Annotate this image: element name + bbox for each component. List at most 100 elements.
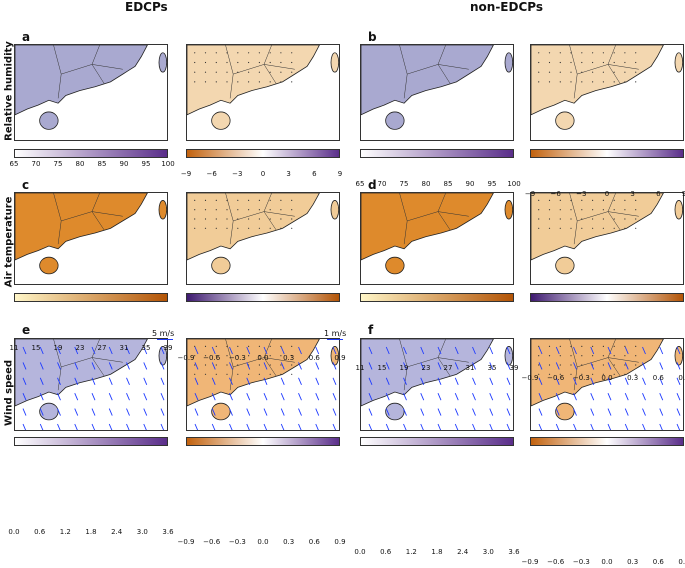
significance-dot (194, 81, 196, 83)
wind-vector (385, 393, 390, 401)
significance-dot (624, 364, 626, 366)
significance-dot (559, 81, 561, 83)
wind-vector (91, 423, 96, 430)
land-region (531, 45, 664, 116)
wind-vector (403, 362, 407, 370)
colorbar-tick-label: 100 (507, 180, 521, 188)
wind-vector (555, 362, 560, 370)
significance-dot (237, 355, 239, 357)
wind-vector (143, 393, 148, 401)
significance-dot (592, 218, 594, 220)
significance-dot (291, 218, 293, 220)
hainan-island (39, 402, 59, 421)
significance-dot (204, 364, 207, 366)
wind-vector (211, 423, 216, 430)
significance-dot (559, 364, 561, 366)
significance-dot (215, 345, 217, 347)
significance-dot (624, 345, 626, 347)
wind-vector (22, 393, 27, 401)
land-region (187, 339, 320, 407)
wind-vector (437, 346, 442, 355)
significance-dot (204, 71, 207, 73)
significance-dot (538, 81, 540, 83)
significance-dot (215, 199, 217, 201)
wind-vector (385, 423, 390, 430)
colorbar-tick-label: −0.6 (203, 538, 221, 546)
significance-dot (570, 81, 572, 83)
significance-dot (624, 373, 626, 375)
province-borders (399, 45, 469, 99)
wind-vector (437, 393, 442, 401)
significance-dot (635, 373, 637, 375)
wind-vector (607, 408, 612, 416)
wind-vector (194, 346, 199, 355)
wind-vector (229, 423, 233, 430)
wind-vector (91, 362, 96, 370)
colorbar-tick-label: 1.8 (431, 548, 443, 556)
significance-dot (548, 218, 551, 220)
significance-dot (570, 209, 572, 211)
significance-dot (280, 209, 282, 211)
wind-vector (659, 393, 664, 401)
colorbar-tick-label: −6 (206, 170, 217, 178)
significance-dot (280, 81, 282, 83)
wind-vector (315, 408, 320, 416)
colorbar-tick-label: 11 (9, 344, 19, 352)
wind-vector (229, 377, 233, 385)
wind-vector (160, 423, 165, 430)
significance-dot (635, 52, 637, 54)
wind-vector (280, 393, 285, 401)
panel-letter-c: c (22, 178, 30, 192)
wind-vector (332, 408, 337, 416)
significance-dot (581, 209, 583, 211)
significance-dot (602, 373, 604, 375)
taiwan-island (158, 346, 167, 366)
wind-vector (472, 423, 476, 430)
map-panel-r2-c4 (530, 192, 684, 285)
significance-dot (592, 355, 594, 357)
row-label-air-temperature: Air temperature (3, 196, 15, 288)
wind-vector (229, 408, 233, 416)
land-region (531, 193, 664, 261)
wind-vector (263, 377, 268, 385)
wind-vector (57, 377, 61, 385)
panel-letter-d: d (368, 178, 377, 192)
wind-vector (194, 393, 199, 401)
wind-vector (143, 362, 148, 370)
colorbar-tick-label: 1.8 (85, 528, 97, 536)
significance-dot (570, 61, 572, 64)
wind-vector (420, 408, 425, 416)
wind-vector (143, 377, 148, 385)
wind-vector (211, 362, 216, 370)
column-title-non-edcps: non-EDCPs (470, 0, 544, 14)
wind-vector (659, 346, 664, 355)
significance-dot (215, 227, 217, 229)
wind-vector (642, 423, 646, 430)
wind-vector (126, 408, 130, 416)
significance-dot (258, 364, 260, 366)
wind-vector (642, 393, 646, 401)
colorbar-tick-label: −0.6 (547, 374, 565, 382)
wind-vector (22, 423, 27, 430)
colorbar-tick-label: −0.9 (177, 354, 195, 362)
land-region (15, 193, 148, 261)
hainan-island (211, 256, 231, 275)
significance-dot (194, 71, 196, 73)
significance-dot (592, 227, 594, 229)
colorbar-tick-label: 85 (443, 180, 453, 188)
wind-vector (385, 346, 390, 355)
wind-vector (437, 362, 442, 370)
significance-dot (269, 209, 271, 211)
significance-dot (269, 199, 271, 201)
wind-vector (211, 346, 216, 355)
wind-vector (607, 346, 612, 355)
significance-dot (624, 227, 626, 229)
wind-vector (39, 393, 44, 401)
significance-dot (538, 373, 540, 375)
significance-dot (269, 373, 271, 375)
map-canvas (361, 339, 513, 430)
significance-dot (194, 209, 196, 211)
wind-vector (573, 346, 577, 355)
significance-dot (194, 373, 196, 375)
colorbar-tick-label: 35 (141, 344, 151, 352)
